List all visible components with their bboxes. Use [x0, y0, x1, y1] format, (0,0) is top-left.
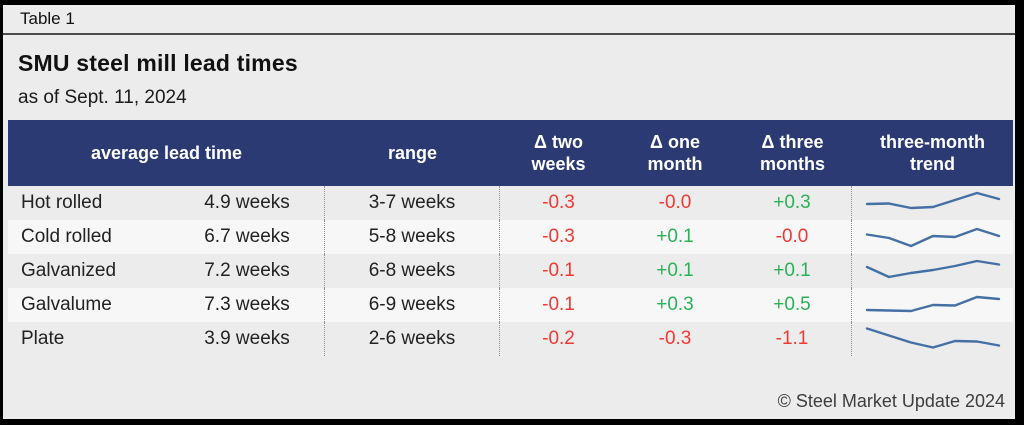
- average-lead-time-value: 7.3 weeks: [170, 288, 325, 322]
- delta-two-weeks-value: -0.1: [542, 260, 575, 281]
- delta-three-months-value: +0.5: [733, 288, 852, 322]
- column-header-label-line1: Δ three: [761, 132, 824, 152]
- delta-three-months-value: +0.3: [733, 186, 852, 220]
- product-name: Cold rolled: [21, 226, 112, 247]
- table-header-row: average lead time range Δ two weeks Δ on…: [8, 120, 1013, 186]
- sparkline-line: [865, 259, 1000, 279]
- product-name: Galvanized: [21, 260, 117, 281]
- lead-times-table: average lead time range Δ two weeks Δ on…: [8, 120, 1013, 356]
- header-divider: [3, 33, 1015, 35]
- column-header-delta-one-month: Δ one month: [617, 120, 733, 186]
- range-value: 5-8 weeks: [325, 220, 500, 254]
- product-name: Hot rolled: [21, 192, 103, 213]
- column-header-label-line2: weeks: [531, 154, 586, 174]
- table-body: Hot rolled 4.9 weeks 3-7 weeks -0.3 -0.0…: [8, 186, 1013, 356]
- sparkline-svg: [865, 259, 1000, 279]
- sparkline-line: [865, 295, 1000, 313]
- range-value: 2-6 weeks: [325, 322, 500, 356]
- trend-cell: [852, 254, 1013, 288]
- product-name: Plate: [21, 328, 65, 349]
- delta-two-weeks-value: -0.2: [542, 328, 575, 349]
- delta-one-month-value: -0.3: [658, 328, 692, 349]
- table-row: Hot rolled 4.9 weeks 3-7 weeks -0.3 -0.0…: [8, 186, 1013, 220]
- column-header-label-line1: Δ one: [650, 132, 700, 152]
- sparkline-line: [865, 227, 1000, 248]
- trend-cell: [852, 322, 1013, 356]
- delta-three-months-value: -0.0: [733, 220, 852, 254]
- average-lead-time-value: 3.9 weeks: [170, 322, 325, 356]
- trend-cell: [852, 220, 1013, 254]
- delta-one-month-value: +0.1: [656, 226, 694, 247]
- sparkline-svg: [865, 295, 1000, 313]
- delta-two-weeks-value: -0.3: [542, 192, 575, 213]
- product-name: Galvalume: [21, 294, 112, 315]
- column-header-label: average lead time: [90, 143, 243, 163]
- table-row: Galvanized 7.2 weeks 6-8 weeks -0.1 +0.1…: [8, 254, 1013, 288]
- delta-one-month-value: -0.0: [658, 192, 692, 213]
- column-header-delta-two-weeks: Δ two weeks: [500, 120, 617, 186]
- range-value: 6-9 weeks: [325, 288, 500, 322]
- delta-two-weeks-value: -0.1: [542, 294, 575, 315]
- trend-cell: [852, 186, 1013, 220]
- column-header-label-line2: months: [760, 154, 825, 174]
- copyright-notice: © Steel Market Update 2024: [777, 391, 1005, 411]
- range-value: 6-8 weeks: [325, 254, 500, 288]
- table-row: Galvalume 7.3 weeks 6-9 weeks -0.1 +0.3 …: [8, 288, 1013, 322]
- delta-three-months-value: +0.1: [733, 254, 852, 288]
- column-header-delta-three-months: Δ three months: [733, 120, 852, 186]
- trend-cell: [852, 288, 1013, 322]
- column-header-label-line2: month: [647, 154, 703, 174]
- column-header-average-lead-time: average lead time: [8, 120, 325, 186]
- sparkline-line: [865, 191, 1000, 210]
- delta-three-months-value: -1.1: [733, 322, 852, 356]
- chart-background: Table 1 SMU steel mill lead times as of …: [3, 5, 1015, 419]
- as-of-date: as of Sept. 11, 2024: [18, 87, 187, 108]
- delta-one-month-value: +0.1: [656, 260, 694, 281]
- sparkline-svg: [865, 191, 1000, 210]
- column-header-label: range: [387, 143, 438, 163]
- average-lead-time-value: 7.2 weeks: [170, 254, 325, 288]
- sparkline-svg: [865, 327, 1000, 349]
- column-header-label-line1: three-month: [880, 132, 985, 152]
- average-lead-time-value: 4.9 weeks: [170, 186, 325, 220]
- column-header-range: range: [325, 120, 500, 186]
- table-number-label: Table 1: [20, 9, 75, 28]
- sparkline-line: [865, 327, 1000, 349]
- delta-one-month-value: +0.3: [656, 294, 694, 315]
- table-row: Plate 3.9 weeks 2-6 weeks -0.2 -0.3 -1.1: [8, 322, 1013, 356]
- table-row: Cold rolled 6.7 weeks 5-8 weeks -0.3 +0.…: [8, 220, 1013, 254]
- column-header-three-month-trend: three-month trend: [852, 120, 1013, 186]
- column-header-label-line1: Δ two: [534, 132, 583, 152]
- delta-two-weeks-value: -0.3: [542, 226, 575, 247]
- page-title: SMU steel mill lead times: [18, 50, 298, 76]
- range-value: 3-7 weeks: [325, 186, 500, 220]
- sparkline-svg: [865, 227, 1000, 248]
- column-header-label-line2: trend: [910, 154, 955, 174]
- average-lead-time-value: 6.7 weeks: [170, 220, 325, 254]
